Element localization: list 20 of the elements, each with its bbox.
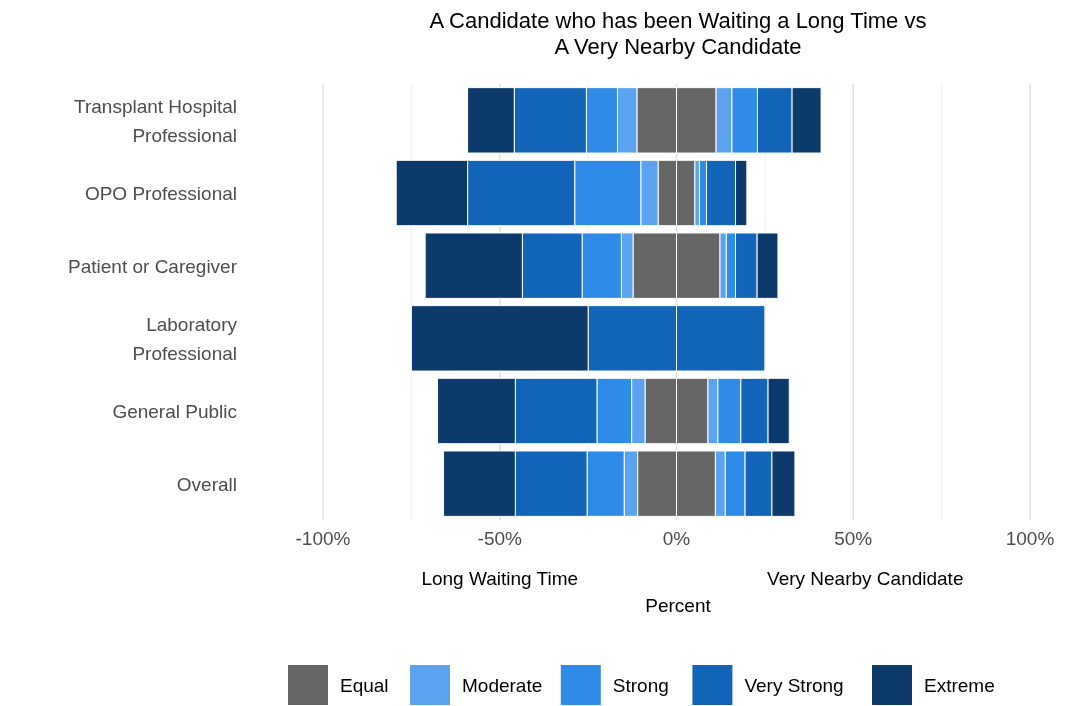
x-tick-label: 0% (662, 528, 691, 549)
y-tick-label: Transplant Hospital Professional (74, 95, 237, 146)
x-tick-label: -100% (295, 528, 351, 549)
x-tick-label: -50% (477, 528, 523, 549)
legend-label: Equal (340, 675, 389, 696)
y-tick-label: Laboratory Professional (132, 313, 238, 364)
text: Long Waiting Time (421, 568, 579, 589)
x-tick-label: 50% (834, 528, 873, 549)
legend-label: Moderate (462, 675, 543, 696)
text: Very Nearby Candidate (767, 568, 964, 589)
legend-label: Extreme (924, 675, 995, 696)
x-tick-label: 100% (1005, 528, 1055, 549)
chart-title: A Candidate who has been Waiting a Long Time vs A Very Nearby Candidate (429, 8, 927, 59)
y-tick-label: General Public (112, 401, 237, 422)
legend-label: Strong (612, 675, 669, 696)
y-tick-label: OPO Professional (84, 183, 237, 204)
legend-label: Very Strong (744, 675, 844, 696)
y-tick-label: Overall (176, 473, 237, 495)
x-axis-title: Percent (645, 595, 712, 616)
y-tick-label: Patient or Caregiver (68, 255, 238, 277)
